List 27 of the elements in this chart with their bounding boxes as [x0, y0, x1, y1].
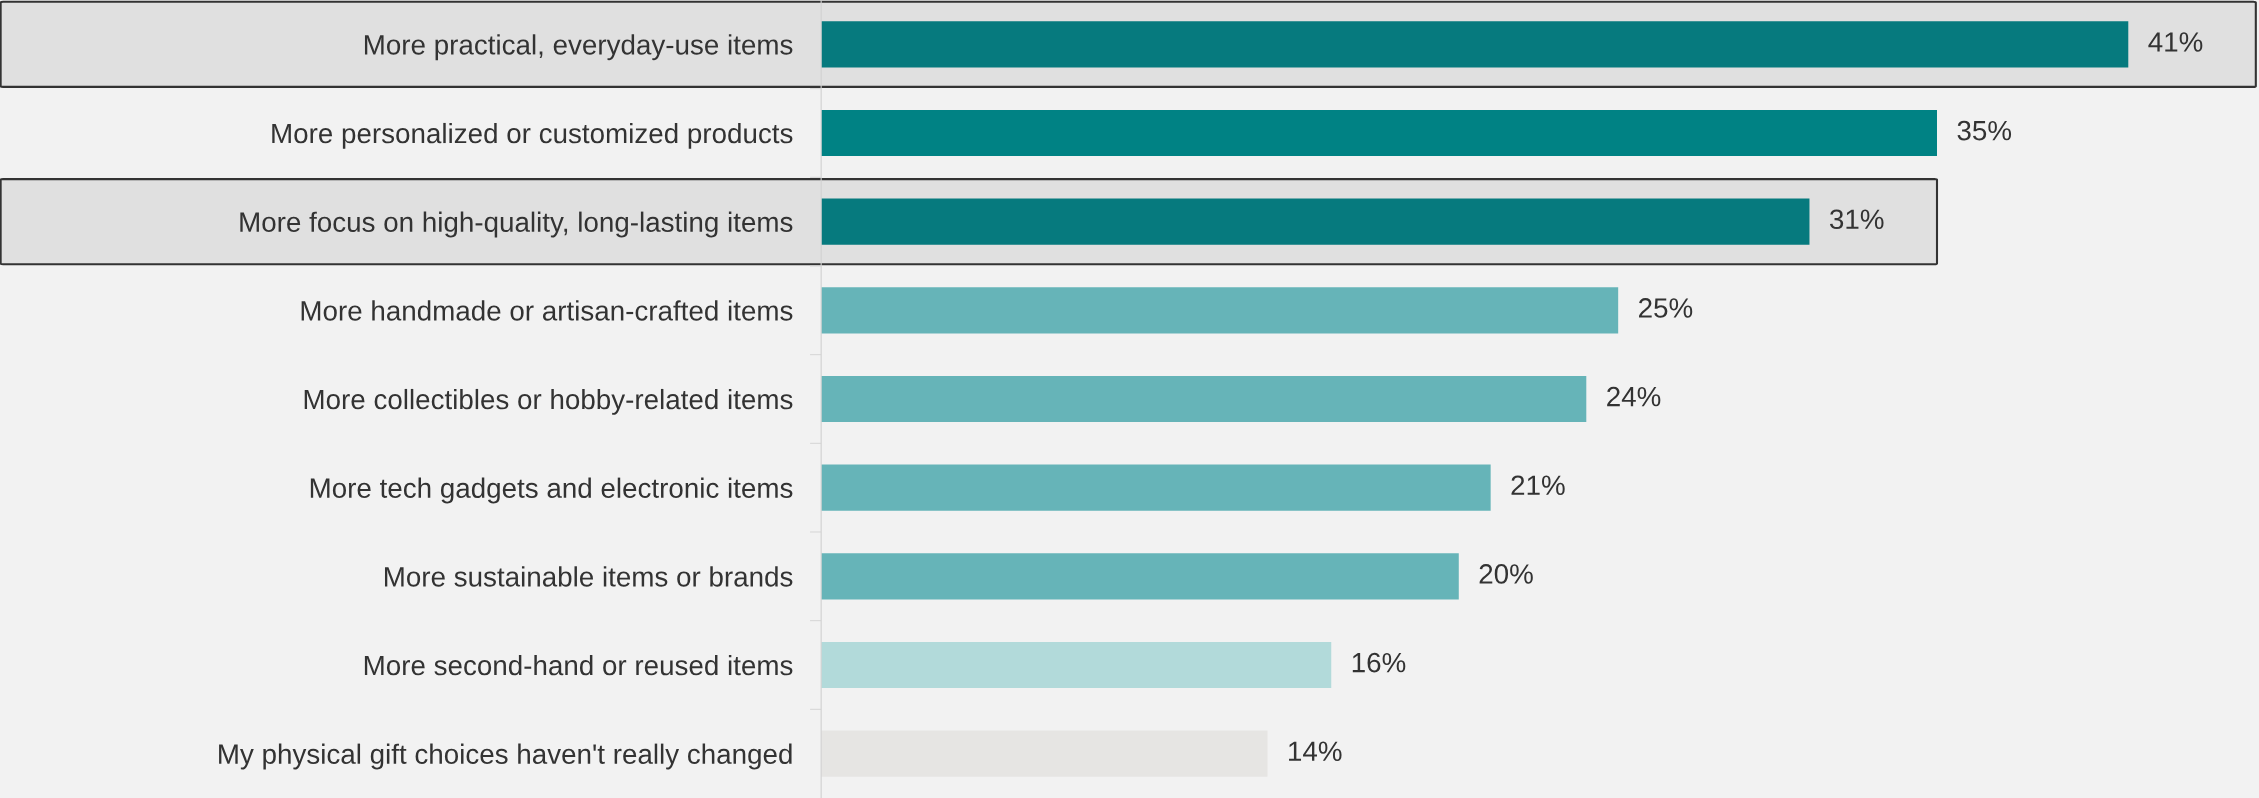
data-label: 16%: [1352, 652, 1406, 673]
y-tick-label: More second-hand or reused items: [364, 654, 793, 676]
data-label: 14%: [1289, 741, 1342, 762]
bar: [821, 198, 1810, 245]
y-tick-label: More practical, everyday-use items: [364, 34, 793, 61]
y-tick-label: My physical gift choices haven't really changed: [219, 743, 792, 770]
data-label: 35%: [1957, 120, 2012, 141]
y-tick-label: More focus on high-quality, long-lasting items: [240, 211, 793, 238]
data-label: 24%: [1607, 386, 1661, 407]
data-label: 21%: [1511, 475, 1565, 496]
bar: [821, 730, 1268, 777]
bar: [821, 109, 1937, 157]
bar: [821, 287, 1619, 334]
data-label: 31%: [1829, 209, 1884, 230]
bar: [821, 375, 1587, 423]
bar: [821, 641, 1332, 689]
data-label: 41%: [2148, 32, 2203, 52]
bar: [821, 553, 1459, 600]
y-tick-label: More handmade or artisan-crafted items: [301, 300, 793, 321]
y-tick-label: More tech gadgets and electronic items: [310, 477, 793, 504]
data-label: 20%: [1479, 564, 1533, 584]
bar: [821, 464, 1491, 511]
y-tick-label: More collectibles or hobby-related items: [304, 388, 793, 415]
data-label: 25%: [1639, 298, 1693, 318]
bar: [821, 21, 2129, 68]
y-tick-label: More personalized or customized products: [272, 122, 793, 149]
y-tick-label: More sustainable items or brands: [384, 566, 793, 587]
